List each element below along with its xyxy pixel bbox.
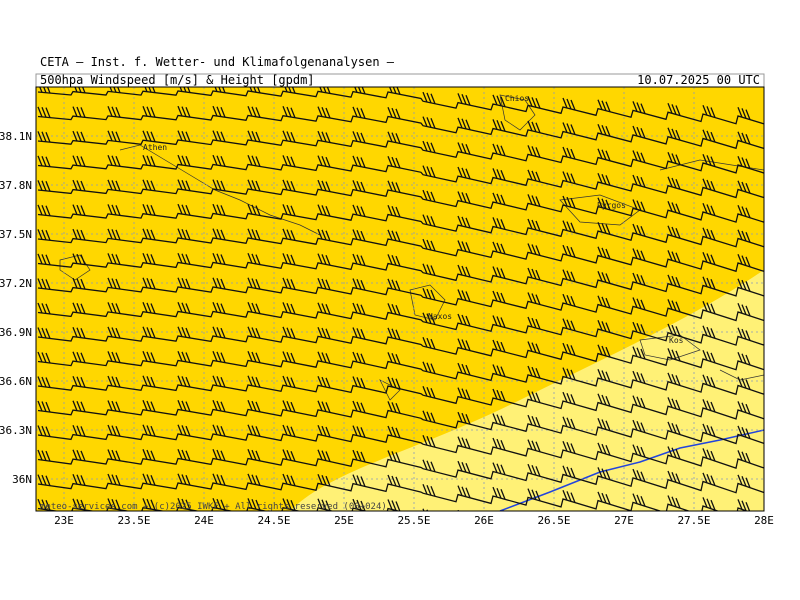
lat-label: 37.5N — [0, 228, 32, 241]
barb-row — [37, 310, 764, 346]
valid-time: 10.07.2025 00 UTC — [637, 73, 760, 87]
place-label: Kos — [669, 336, 684, 345]
barb-feathers — [37, 130, 751, 169]
barb-feathers — [37, 228, 751, 268]
barb-feathers — [37, 301, 751, 341]
barb-row — [37, 163, 764, 199]
height-contour — [499, 429, 764, 511]
barb-feathers — [37, 203, 751, 243]
place-label: Pyrgos — [597, 201, 626, 210]
lat-label: 36.6N — [0, 375, 32, 388]
lat-label: 38.1N — [0, 130, 32, 143]
footer: meteo-services.com + (c)2025 IWKF + All … — [40, 502, 387, 512]
barb-row — [37, 188, 764, 223]
barb-feathers — [37, 277, 751, 317]
lat-label: 36.9N — [0, 326, 32, 339]
barb-row — [37, 286, 764, 322]
barb-feathers — [37, 375, 751, 415]
map-frame — [35, 86, 765, 512]
barb-feathers — [37, 326, 751, 366]
barb-feathers — [37, 473, 751, 511]
barb-row — [37, 261, 764, 297]
lon-label: 27.5E — [677, 514, 710, 527]
lon-label: 23E — [54, 514, 74, 527]
lon-label: 26.5E — [537, 514, 570, 527]
lat-label: 37.2N — [0, 277, 32, 290]
lon-label: 25.5E — [397, 514, 430, 527]
institute: CETA — Inst. f. Wetter- und Klimafolgena… — [40, 55, 395, 69]
lat-label: 36.3N — [0, 424, 32, 437]
barb-row — [37, 335, 764, 371]
barb-row — [37, 139, 764, 174]
barb-row — [37, 384, 764, 420]
lon-label: 27E — [614, 514, 634, 527]
place-label: Athen — [143, 143, 167, 152]
lat-label: 37.8N — [0, 179, 32, 192]
barb-row — [37, 237, 764, 273]
barb-feathers — [37, 252, 751, 292]
lon-label: 28E — [754, 514, 774, 527]
barb-feathers — [37, 179, 751, 219]
place-label: Naxos — [428, 312, 452, 321]
lon-label: 24.5E — [257, 514, 290, 527]
lon-label: 26E — [474, 514, 494, 527]
place-label: Chios — [505, 94, 529, 103]
barb-feathers — [37, 449, 751, 488]
lon-label: 25E — [334, 514, 354, 527]
barb-row — [37, 90, 764, 125]
lat-label: 36N — [12, 473, 32, 486]
barb-row — [37, 359, 764, 396]
barb-row — [37, 482, 749, 511]
wind-barbs — [37, 87, 764, 511]
barb-feathers — [37, 498, 463, 511]
coastlines — [59, 94, 764, 401]
lon-label: 24E — [194, 514, 214, 527]
lon-label: 23.5E — [117, 514, 150, 527]
product: 500hpa Windspeed [m/s] & Height [gpdm] — [40, 73, 315, 87]
barb-feathers — [37, 424, 751, 464]
barb-feathers — [37, 399, 751, 439]
barb-row — [37, 457, 764, 494]
barb-row — [37, 212, 764, 248]
barb-feathers — [37, 105, 751, 145]
barb-row — [37, 433, 764, 469]
barb-feathers — [37, 350, 751, 390]
map — [36, 87, 764, 511]
barb-row — [37, 114, 764, 150]
barb-feathers — [37, 154, 751, 194]
barb-row — [37, 408, 764, 445]
wind-field-light — [290, 270, 764, 511]
